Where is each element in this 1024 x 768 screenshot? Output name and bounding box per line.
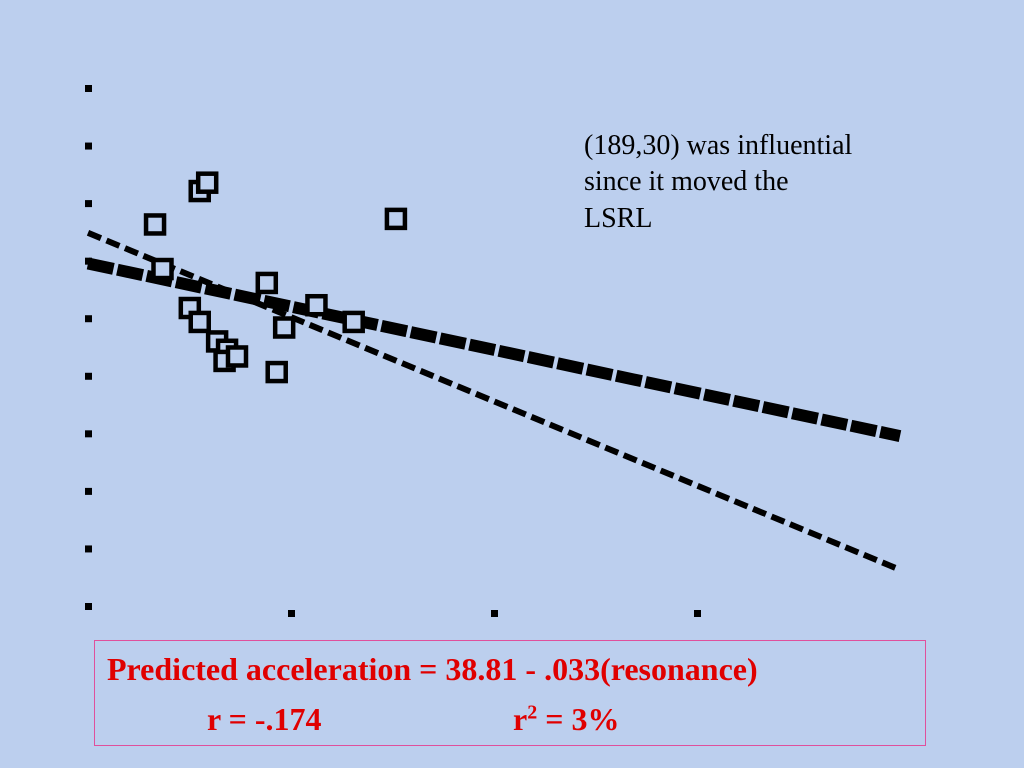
note-line-2: since it moved the <box>584 166 789 198</box>
data-point <box>143 213 167 236</box>
data-point <box>272 316 296 339</box>
r-squared-number: = 3% <box>537 701 620 737</box>
x-axis-tick <box>288 610 295 617</box>
regression-lines <box>86 230 902 573</box>
x-axis-tick <box>694 610 701 617</box>
regression-equation-box: Predicted acceleration = 38.81 - .033(re… <box>94 640 926 746</box>
data-point <box>265 360 288 384</box>
y-axis-tick <box>85 430 92 438</box>
y-axis-tick <box>85 200 92 208</box>
data-point <box>342 310 365 334</box>
data-point <box>255 271 279 295</box>
r-squared-symbol: r <box>513 701 528 737</box>
data-point <box>188 310 211 334</box>
data-point <box>225 345 249 368</box>
regression-line-1 <box>86 257 902 442</box>
regression-line-2 <box>86 230 902 573</box>
data-point <box>151 257 174 281</box>
note-line-1: (189,30) was influential <box>584 130 853 161</box>
y-axis-tick <box>85 85 92 92</box>
x-axis-tick <box>491 610 498 617</box>
correlation-value: r = -.174 <box>207 701 322 737</box>
data-point <box>305 293 328 317</box>
scatter-plot <box>85 85 902 617</box>
y-axis-tick <box>85 142 92 150</box>
influential-point-note: (189,30) was influential since it moved … <box>584 128 924 237</box>
data-points <box>143 171 408 384</box>
r-squared-exponent: 2 <box>527 701 538 724</box>
y-axis-tick <box>85 372 92 380</box>
y-axis-tick <box>85 257 92 265</box>
data-point <box>384 207 408 231</box>
y-axis-tick <box>85 545 92 553</box>
data-point <box>195 171 219 194</box>
y-axis-tick <box>85 487 92 495</box>
note-line-3: LSRL <box>584 202 653 234</box>
r-squared-value: r2 = 3% <box>513 701 619 738</box>
y-axis-tick <box>85 315 92 323</box>
axis-ticks <box>85 85 701 617</box>
regression-equation: Predicted acceleration = 38.81 - .033(re… <box>107 651 758 687</box>
y-axis-tick <box>85 603 92 610</box>
